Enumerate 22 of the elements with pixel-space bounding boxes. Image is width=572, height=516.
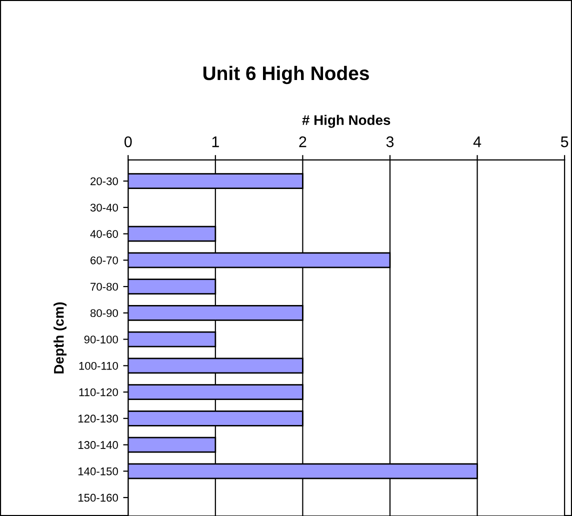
y-tick-label: 90-100 bbox=[84, 336, 118, 344]
x-tick-label: 0 bbox=[124, 136, 132, 148]
x-tick-label: 2 bbox=[299, 136, 306, 148]
x-tick-label: 1 bbox=[212, 136, 219, 148]
y-tick-label: 140-150 bbox=[78, 467, 118, 476]
y-tick-label: 150-160 bbox=[78, 494, 118, 502]
x-tick-label: 3 bbox=[386, 136, 394, 148]
x-tick-label: 5 bbox=[560, 136, 568, 148]
y-tick-label: 20-30 bbox=[90, 177, 118, 186]
y-tick-label: 40-60 bbox=[90, 230, 118, 238]
y-tick-label: 130-140 bbox=[78, 441, 118, 449]
y-tick-label: 100-110 bbox=[79, 362, 118, 370]
y-tick-label: 60-70 bbox=[90, 256, 118, 264]
y-tick-label: 110-120 bbox=[79, 388, 118, 396]
y-tick-label: 30-40 bbox=[90, 204, 118, 212]
x-axis-title: # High Nodes bbox=[302, 114, 390, 128]
chart-title: Unit 6 High Nodes bbox=[203, 66, 369, 84]
x-tick-label: 4 bbox=[473, 136, 482, 148]
y-tick-label: 80-90 bbox=[90, 309, 118, 318]
y-axis-title: Depth (cm) bbox=[54, 302, 67, 374]
y-tick-label: 70-80 bbox=[90, 282, 118, 291]
y-tick-label: 120-130 bbox=[78, 414, 118, 423]
